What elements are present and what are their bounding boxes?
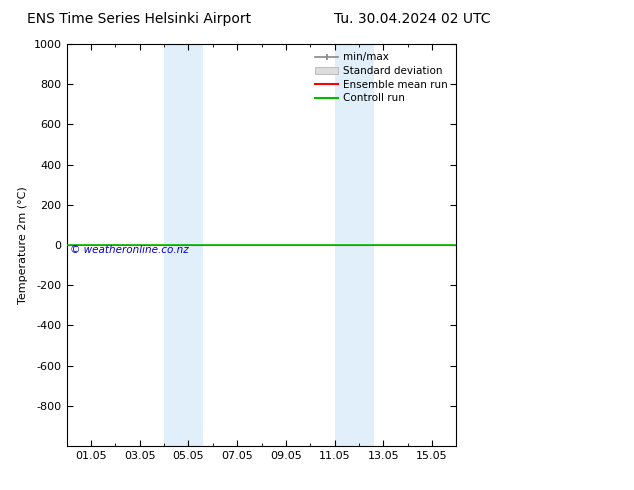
Text: ENS Time Series Helsinki Airport: ENS Time Series Helsinki Airport — [27, 12, 252, 26]
Y-axis label: Temperature 2m (°C): Temperature 2m (°C) — [18, 186, 28, 304]
Text: Tu. 30.04.2024 02 UTC: Tu. 30.04.2024 02 UTC — [334, 12, 490, 26]
Legend: min/max, Standard deviation, Ensemble mean run, Controll run: min/max, Standard deviation, Ensemble me… — [312, 49, 451, 106]
Bar — [164, 44, 203, 446]
Text: © weatheronline.co.nz: © weatheronline.co.nz — [70, 245, 189, 255]
Bar — [335, 44, 373, 446]
